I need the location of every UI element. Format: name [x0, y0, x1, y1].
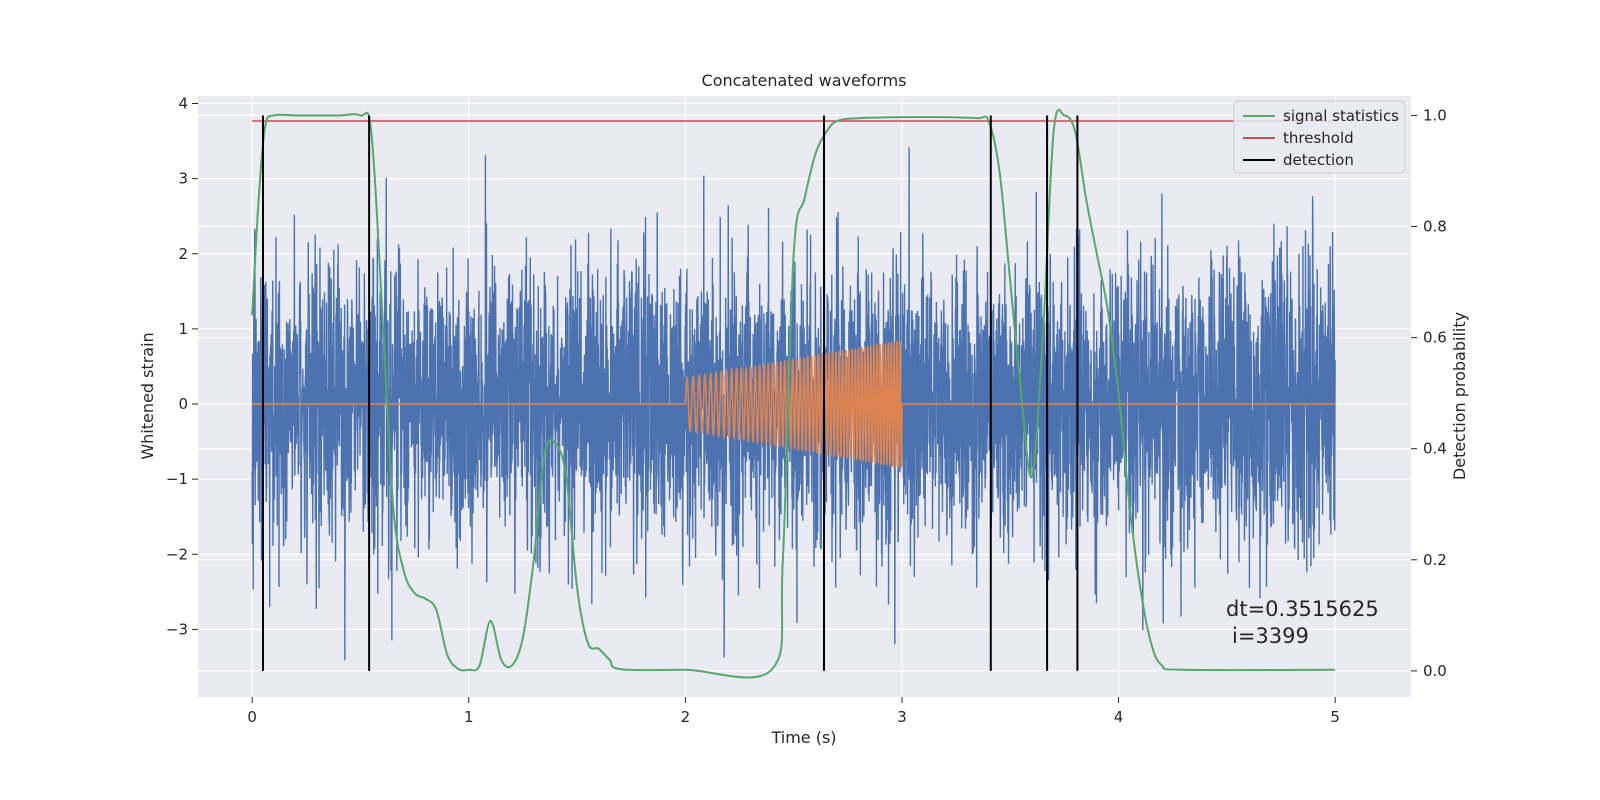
x-tick-label: 5	[1330, 708, 1340, 726]
y-left-tick-label: 0	[178, 395, 188, 413]
x-tick-label: 1	[464, 708, 474, 726]
x-tick-label: 4	[1114, 708, 1124, 726]
x-tick-label: 0	[247, 708, 257, 726]
y-right-tick-label: 1.0	[1423, 106, 1447, 124]
noise-strain-line	[251, 147, 1336, 661]
y-left-tick-label: 3	[178, 170, 188, 188]
annotation-index: i=3399	[1232, 624, 1309, 648]
chirp-injection-line	[252, 340, 1336, 469]
y-left-tick-label: −2	[166, 545, 188, 563]
legend-label-detection: detection	[1283, 151, 1354, 169]
x-tick-label: 3	[897, 708, 907, 726]
legend-label-threshold: threshold	[1283, 129, 1354, 147]
y-left-tick-label: −1	[166, 470, 188, 488]
series-layer	[251, 108, 1336, 679]
x-axis-label: Time (s)	[770, 728, 836, 747]
y-axis-label-right: Detection probability	[1450, 312, 1469, 480]
legend: signal statistics threshold detection	[1233, 100, 1406, 174]
y-left-tick-label: 2	[178, 245, 188, 263]
annotation-dt: dt=0.3515625	[1226, 597, 1379, 621]
y-right-tick-label: 0.4	[1423, 440, 1447, 458]
axes-layer: 0 1 2 3 4 5 −3 −2 −1 0 1 2 3 4 0.0 0.2 0.4 0.6 0.8 1.0	[166, 95, 1447, 726]
legend-label-signal-statistics: signal statistics	[1283, 107, 1399, 125]
legend-box	[1233, 100, 1406, 174]
signal-statistics-line	[251, 108, 1336, 679]
x-tick-label: 2	[681, 708, 691, 726]
y-right-tick-label: 0.8	[1423, 218, 1447, 236]
y-left-tick-label: 1	[178, 320, 188, 338]
chart-title: Concatenated waveforms	[702, 71, 907, 90]
y-right-tick-label: 0.2	[1423, 551, 1447, 569]
y-axis-label-left: Whitened strain	[138, 332, 157, 459]
y-left-tick-label: 4	[178, 95, 188, 113]
y-right-tick-label: 0.6	[1423, 329, 1447, 347]
y-left-tick-label: −3	[166, 620, 188, 638]
y-right-tick-label: 0.0	[1423, 662, 1447, 680]
